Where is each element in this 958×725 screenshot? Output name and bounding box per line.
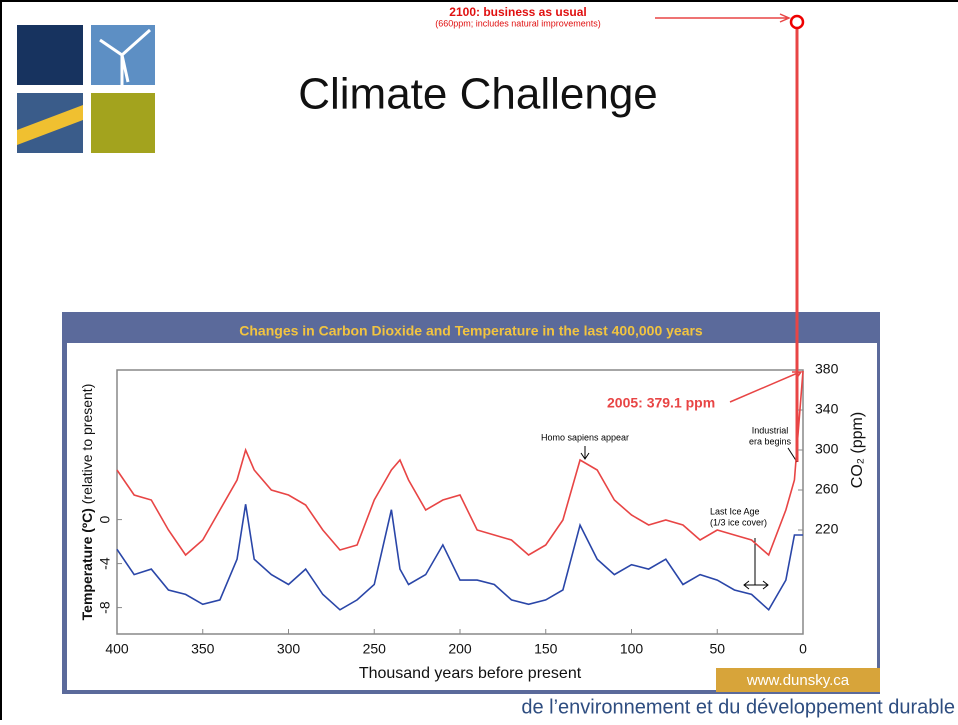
annotation: 2005: 379.1 ppm — [607, 395, 715, 411]
annotation: 2100: business as usual — [449, 5, 586, 19]
website: www.dunsky.ca — [746, 672, 850, 689]
x-tick-label: 150 — [534, 641, 558, 657]
x-tick-label: 300 — [277, 641, 301, 657]
footer-text: de l’environnement et du développement d… — [521, 696, 955, 718]
y2-tick-label: 380 — [815, 361, 839, 377]
y-tick-label: -8 — [97, 601, 113, 614]
y2-tick-label: 300 — [815, 441, 839, 457]
y-axis-label-main: Temperature (ºC) — [79, 508, 95, 620]
annotation: (660ppm; includes natural improvements) — [435, 18, 601, 28]
y-tick-label: -4 — [97, 557, 113, 570]
chart-title: Changes in Carbon Dioxide and Temperatur… — [239, 323, 703, 339]
y-tick-label: 0 — [97, 515, 113, 523]
annotation: era begins — [749, 436, 792, 446]
logo-tile — [91, 93, 155, 153]
y2-axis-label: CO₂ (ppm) — [849, 412, 866, 488]
x-axis-label: Thousand years before present — [359, 665, 582, 682]
x-tick-label: 0 — [799, 641, 807, 657]
y-axis-label: Temperature (ºC) (relative to present) — [79, 384, 95, 621]
y2-tick-label: 220 — [815, 521, 839, 537]
annotation: (1/3 ice cover) — [710, 517, 767, 527]
annotation: Industrial — [752, 425, 789, 435]
x-tick-label: 400 — [105, 641, 129, 657]
x-tick-label: 200 — [448, 641, 472, 657]
annotation: Homo sapiens appear — [541, 432, 629, 442]
y-axis-label-note: (relative to present) — [79, 384, 95, 505]
x-tick-label: 350 — [191, 641, 215, 657]
slide-title: Climate Challenge — [298, 70, 658, 119]
y2-tick-label: 340 — [815, 401, 839, 417]
y2-tick-label: 260 — [815, 481, 839, 497]
logo-tile — [17, 25, 83, 85]
x-tick-label: 50 — [709, 641, 725, 657]
x-tick-label: 250 — [363, 641, 387, 657]
slide: Climate Challenge Changes in Carbon Diox… — [0, 0, 958, 720]
annotation: Last Ice Age — [710, 506, 760, 516]
x-tick-label: 100 — [620, 641, 644, 657]
